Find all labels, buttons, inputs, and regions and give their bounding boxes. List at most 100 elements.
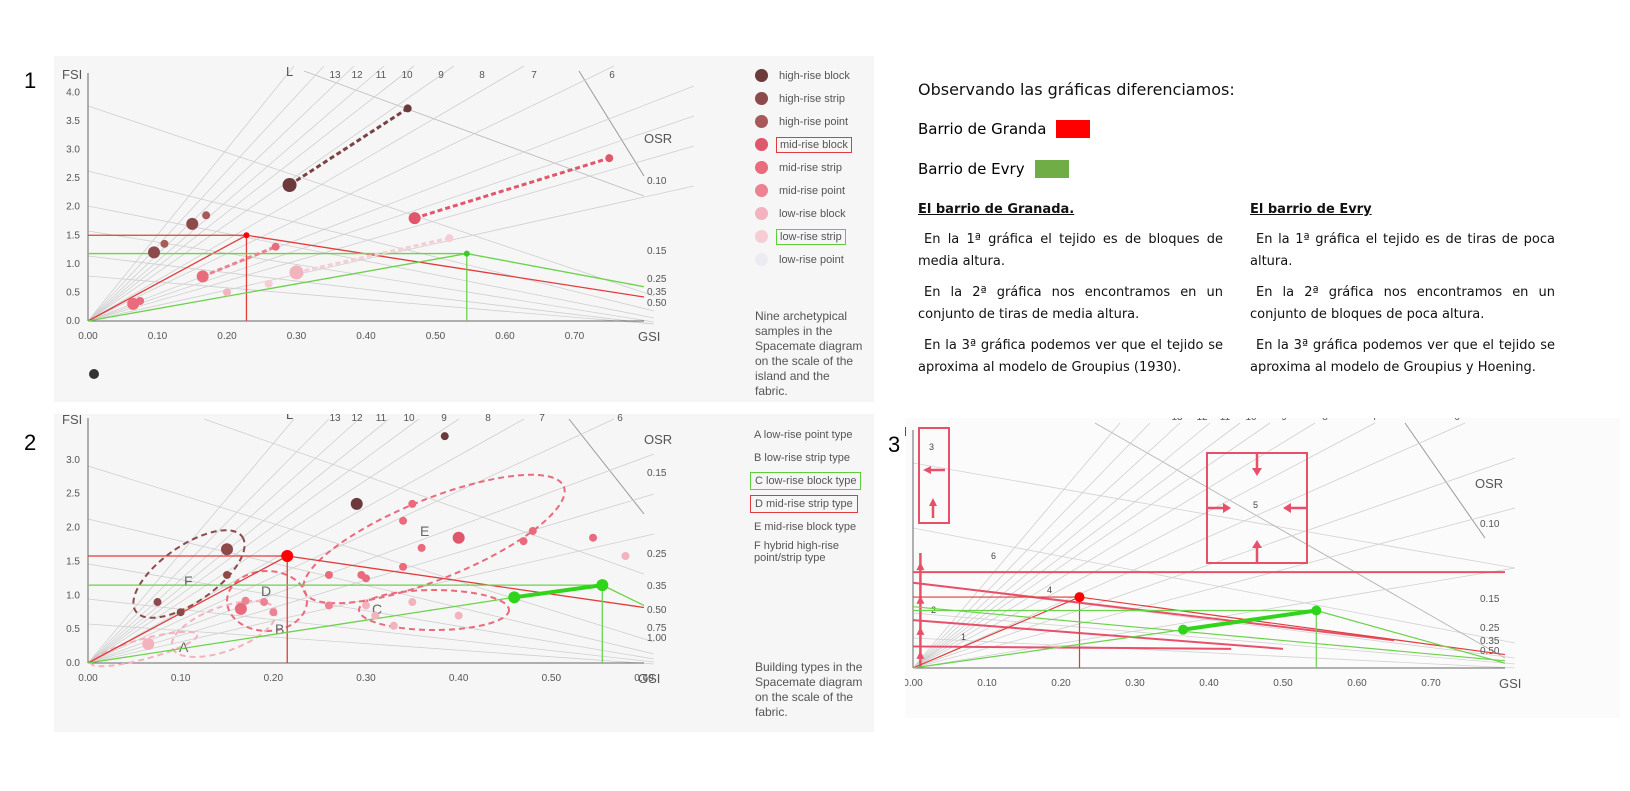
evry-point-end [1311,605,1322,616]
osr-tick-label: 0.35 [647,581,667,592]
y-tick-label: 2.5 [66,489,80,500]
osr-tick-label: 1.00 [647,633,667,644]
y-tick-label: 4.0 [66,87,80,98]
data-point [519,537,528,546]
granada-paragraph-3: En la 3ª gráfica podemos ver que el teji… [918,338,1223,375]
l-tick-label: 12 [351,70,363,81]
intro-text: Observando las gráficas diferenciamos: [918,80,1235,99]
osr-line [87,170,655,312]
type-legend-item: A low-rise point type [750,423,861,446]
zone-outline [358,589,510,631]
osr-line [87,275,655,325]
model-2-line [912,619,1284,650]
data-point [148,246,161,259]
legend-label: mid-rise point [779,184,846,197]
model-1-line [912,645,1232,650]
x-tick-label: 0.20 [264,673,284,684]
x-tick-label: 0.50 [426,331,446,342]
granada-title: El barrio de Granada. [918,202,1075,217]
l-axis-label: L [1103,418,1110,421]
l-line [1094,422,1506,659]
l-tick-label: 11 [1220,418,1231,423]
l-fan-line [87,85,695,322]
data-point [196,270,209,283]
osr-tick-label: 0.10 [1480,519,1500,530]
l-fan-line [87,418,360,664]
legend-item: mid-rise strip [755,156,853,179]
data-point [408,212,421,225]
osr-tick-label: 0.10 [647,176,667,187]
granada-swatch [1056,120,1091,138]
type-legend-label: D mid-rise strip type [750,494,858,513]
data-point [454,611,463,620]
fsi-axis-label: FSI [905,424,907,439]
l-fan-line [87,65,525,322]
x-tick-label: 0.60 [1347,678,1367,689]
osr-line [87,205,655,319]
y-tick-label: 2.0 [66,202,80,213]
data-point [605,154,614,163]
legend-item: low-rise point [755,248,853,271]
x-tick-label: 0.00 [905,678,923,689]
l-tick-label: 12 [351,414,363,424]
legend-item: high-rise strip [755,87,853,110]
y-tick-label: 1.0 [66,259,80,270]
l-tick-label: 10 [401,70,413,81]
l-line [568,418,645,515]
osr-line [912,462,1516,569]
granada-paragraph-2: En la 2ª gráfica nos encontramos en un c… [918,285,1223,322]
l-fan-line [87,115,695,322]
osr-line [87,255,655,325]
osr-axis-label: OSR [644,432,672,447]
evry-osr-guide [466,252,645,288]
l-tick-label: 6 [1454,418,1460,423]
y-tick-label: 2.5 [66,173,80,184]
legend-dot [755,138,768,151]
legend-item: low-rise block [755,202,853,225]
data-point [271,242,280,251]
data-point [186,217,199,230]
l-fan-line [912,422,1211,669]
gsi-axis-label: GSI [1499,676,1521,691]
x-tick-label: 0.00 [78,331,98,342]
data-point [362,574,370,583]
l-tick-label: 9 [441,414,447,424]
arrow-head-icon [916,650,925,659]
l-tick-label: 10 [1245,418,1257,423]
x-tick-label: 0.30 [356,673,376,684]
l-tick-label: 10 [403,414,415,424]
evry-key-label: Barrio de Evry [918,160,1025,178]
x-tick-label: 0.60 [495,331,515,342]
data-point [408,598,417,607]
legend-item: high-rise block [755,64,853,87]
arrow-head-icon [916,595,925,604]
x-tick-label: 0.50 [542,673,562,684]
data-point [223,288,231,297]
l-fan-line [87,145,695,322]
legend-dot [755,115,768,128]
legend-item: mid-rise point [755,179,853,202]
l-fan-line [912,422,1241,669]
legend-dot [755,253,768,266]
data-point [371,611,380,620]
x-tick-label: 0.20 [1051,678,1071,689]
x-tick-label: 0.20 [217,331,237,342]
l-axis-label: L [286,64,293,79]
legend-label: low-rise block [779,207,846,220]
type-legend-item: F hybrid high-rise point/strip type [750,538,861,572]
osr-line [87,230,655,323]
chart-1-caption: Nine archetypical samples in the Spacema… [755,309,863,398]
l-fan-line [912,422,1376,669]
granada-column: El barrio de Granada. En la 1ª gráfica e… [918,199,1223,388]
gsi-axis-label: GSI [638,671,660,686]
data-point [528,526,537,535]
granada-key: Barrio de Granda [918,120,1091,138]
legend-label: mid-rise strip [779,161,842,174]
l-fan-line [87,418,460,664]
l-fan-line [912,422,1151,669]
type-legend-item: E mid-rise block type [750,515,861,538]
data-point [399,516,408,525]
spacemate-chart-2: 0.00 0.10 0.20 0.30 0.40 0.50 0.60 0.0 0.5 1.0 1.5… [62,414,672,686]
l-fan-line [87,65,325,322]
osr-tick-label: 0.50 [647,298,667,309]
